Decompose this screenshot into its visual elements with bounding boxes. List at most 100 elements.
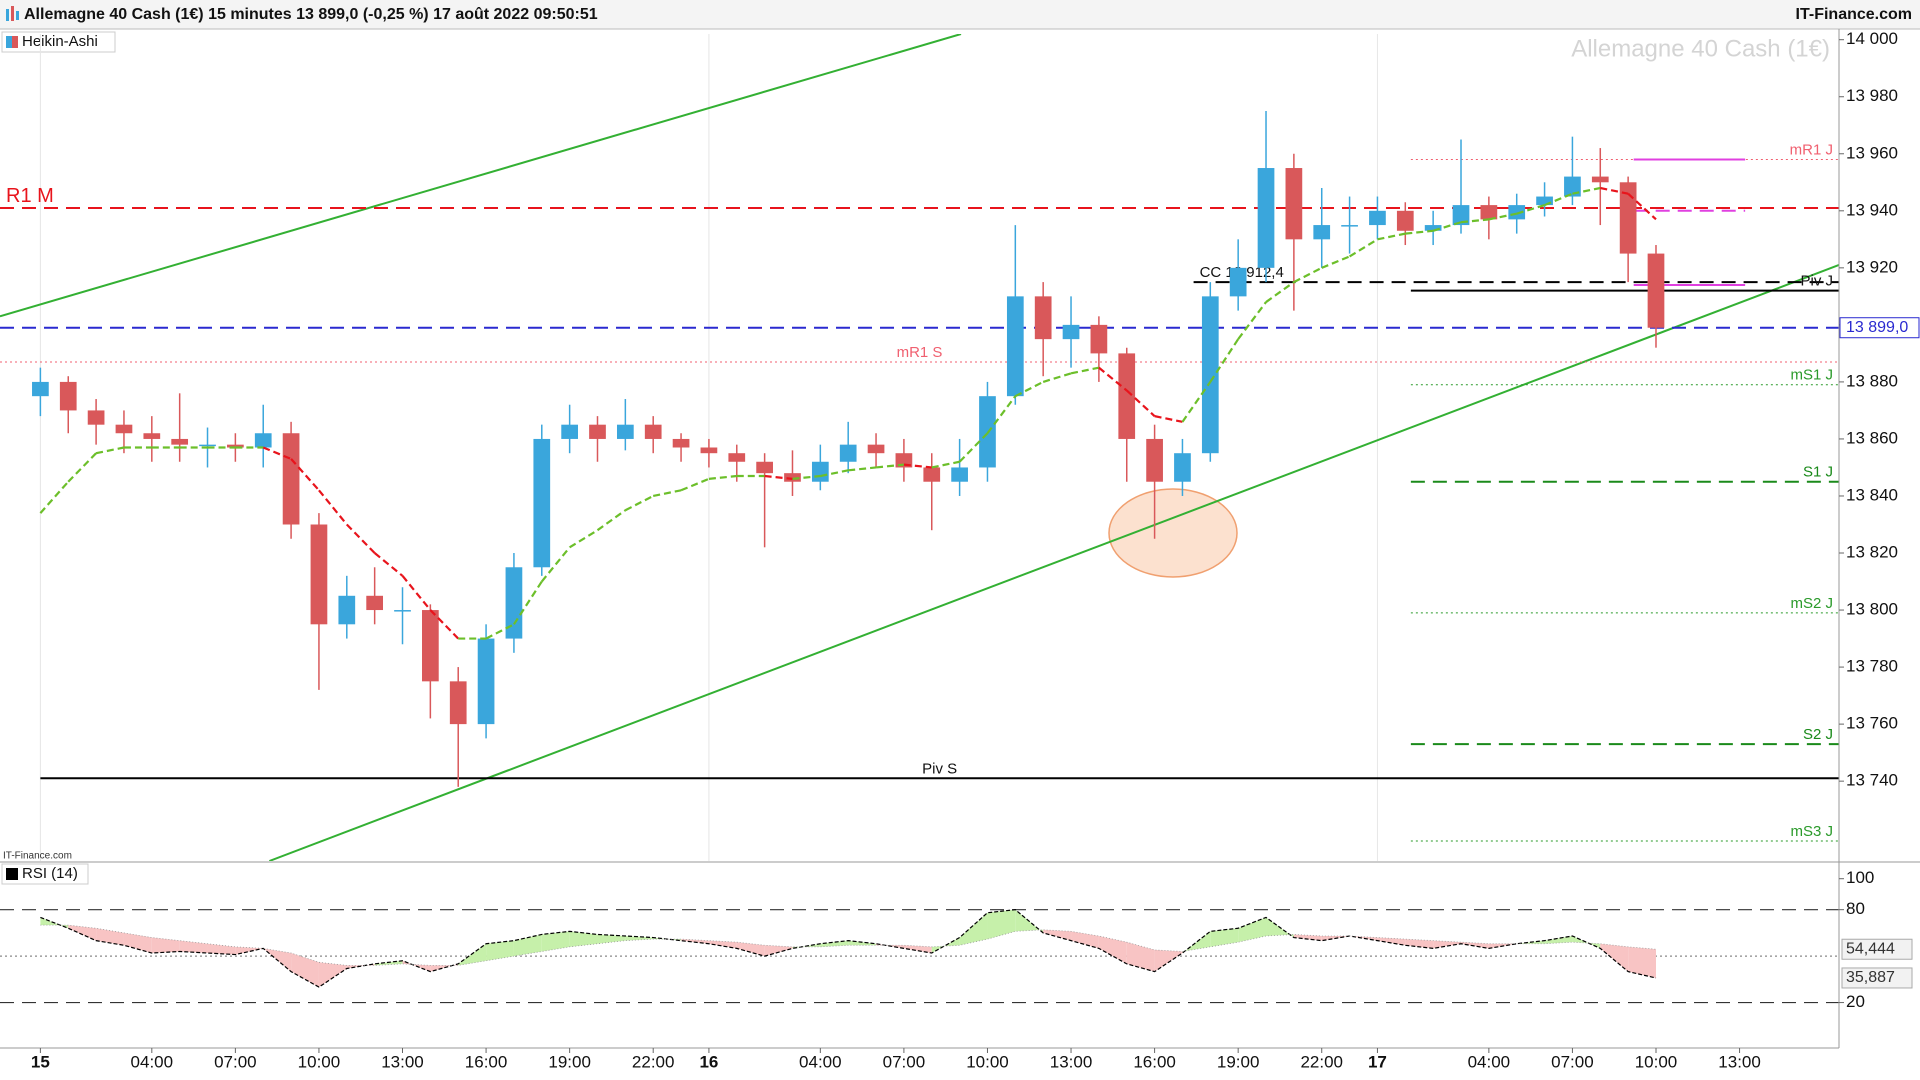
rsi-fill bbox=[1154, 949, 1183, 972]
x-tick-label: 04:00 bbox=[131, 1052, 174, 1071]
rsi-fill bbox=[987, 909, 1016, 940]
candle-body bbox=[477, 638, 495, 725]
rsi-fill bbox=[291, 953, 319, 988]
level-label: mS3 J bbox=[1790, 823, 1833, 840]
candle-body bbox=[895, 453, 913, 468]
legend[interactable]: Heikin-Ashi bbox=[1, 31, 116, 53]
x-tick-label: 07:00 bbox=[883, 1052, 926, 1071]
level-label: Piv J bbox=[1800, 273, 1833, 290]
moving-average bbox=[1125, 389, 1156, 417]
candle-body bbox=[561, 424, 578, 439]
rsi-fill bbox=[1433, 940, 1462, 949]
x-tick-label: 19:00 bbox=[1217, 1052, 1260, 1071]
signal-line bbox=[40, 924, 1657, 966]
moving-average bbox=[485, 623, 515, 640]
moving-average bbox=[95, 446, 125, 455]
x-tick-label: 10:00 bbox=[1635, 1052, 1678, 1071]
trend-line bbox=[0, 34, 962, 318]
candle-body bbox=[700, 447, 718, 454]
moving-average bbox=[764, 474, 793, 480]
moving-average bbox=[1377, 232, 1406, 241]
moving-average bbox=[513, 580, 543, 625]
candle-body bbox=[338, 595, 356, 625]
rsi-legend[interactable]: RSI (14) bbox=[1, 863, 89, 885]
candle-body bbox=[1424, 225, 1442, 231]
candle-body bbox=[589, 424, 606, 439]
legend-label: Heikin-Ashi bbox=[22, 33, 98, 50]
y-tick-label: 13 940 bbox=[1846, 200, 1898, 219]
brand[interactable]: IT-Finance.com bbox=[1796, 6, 1912, 23]
x-tick-label: 13:00 bbox=[1050, 1052, 1093, 1071]
candle-body bbox=[951, 467, 968, 482]
y-tick-label: 13 780 bbox=[1846, 657, 1898, 676]
candle-body bbox=[1369, 210, 1386, 226]
x-tick-label: 04:00 bbox=[799, 1052, 842, 1071]
moving-average bbox=[958, 432, 989, 463]
candle-body bbox=[1034, 296, 1052, 340]
candle-body bbox=[115, 424, 133, 434]
rsi-fill bbox=[513, 934, 542, 957]
moving-average bbox=[652, 489, 682, 498]
moving-average bbox=[1349, 238, 1379, 258]
rsi-fill bbox=[1266, 917, 1294, 938]
level-label: S1 J bbox=[1803, 464, 1833, 481]
y-tick-label: 13 920 bbox=[1846, 257, 1898, 276]
rsi-fill bbox=[96, 928, 124, 946]
moving-average bbox=[903, 463, 932, 469]
level-label: mR1 S bbox=[897, 344, 943, 361]
candle-body bbox=[1118, 353, 1136, 439]
moving-average bbox=[401, 575, 432, 611]
moving-average bbox=[931, 460, 960, 469]
candle-body bbox=[1647, 253, 1665, 328]
moving-average bbox=[624, 495, 654, 512]
moving-average bbox=[792, 474, 821, 480]
candle-body bbox=[867, 444, 885, 454]
x-tick-label: 04:00 bbox=[1468, 1052, 1511, 1071]
y-tick-label: 100 bbox=[1846, 868, 1874, 887]
candle-body bbox=[1201, 296, 1219, 454]
candle-body bbox=[811, 461, 829, 482]
moving-average bbox=[708, 474, 737, 480]
moving-average bbox=[1460, 218, 1489, 224]
moving-average bbox=[540, 546, 571, 583]
rsi-plot bbox=[0, 909, 1839, 1004]
moving-average bbox=[680, 477, 710, 492]
x-tick-label: 10:00 bbox=[966, 1052, 1009, 1071]
rsi-fill bbox=[1182, 931, 1211, 954]
x-tick-label: 15 bbox=[31, 1052, 50, 1071]
candle-body bbox=[1536, 196, 1553, 206]
moving-average bbox=[848, 466, 877, 472]
last-value-box bbox=[1841, 967, 1913, 989]
moving-average bbox=[1600, 186, 1629, 195]
highlight-ellipse bbox=[1108, 488, 1238, 578]
rsi-fill bbox=[1544, 935, 1573, 944]
candle-body bbox=[32, 381, 49, 397]
x-tick-label: 16:00 bbox=[465, 1052, 508, 1071]
rsi-fill bbox=[541, 931, 570, 952]
candle-body bbox=[366, 595, 384, 611]
moving-average bbox=[820, 469, 849, 478]
y-tick-label: 14 000 bbox=[1846, 29, 1898, 48]
candle-body bbox=[1452, 205, 1470, 226]
rsi-fill bbox=[151, 937, 180, 954]
app-icon bbox=[6, 6, 19, 21]
y-tick-label: 13 840 bbox=[1846, 485, 1898, 504]
level-label: mS2 J bbox=[1790, 595, 1833, 612]
moving-average bbox=[1488, 212, 1517, 221]
rsi-fill bbox=[569, 931, 598, 947]
candle-body bbox=[422, 610, 439, 682]
y-tick-label: 13 980 bbox=[1846, 86, 1898, 105]
candle-body bbox=[143, 433, 161, 439]
candle-body bbox=[728, 453, 746, 462]
current-price-box bbox=[1839, 317, 1920, 339]
last-value-box bbox=[1841, 938, 1913, 960]
moving-average bbox=[373, 552, 404, 577]
y-tick-label: 13 740 bbox=[1846, 771, 1898, 790]
moving-average bbox=[1154, 415, 1183, 423]
watermark: Allemagne 40 Cash (1€) bbox=[1571, 35, 1830, 62]
level-label: S2 J bbox=[1803, 726, 1833, 743]
candle-body bbox=[756, 461, 773, 474]
